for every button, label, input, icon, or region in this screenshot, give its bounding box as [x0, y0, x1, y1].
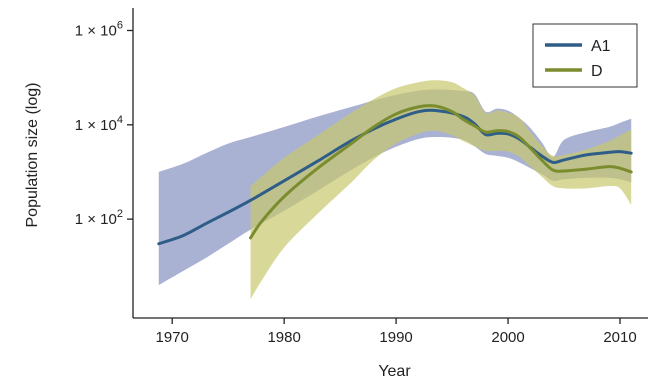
- legend-label-a1: A1: [591, 38, 611, 55]
- legend: A1 D: [532, 23, 638, 88]
- x-axis-label: Year: [378, 363, 411, 380]
- median-lines: [157, 104, 633, 246]
- y-tick-label: 1 × 102: [75, 208, 123, 228]
- y-tick-label: 1 × 106: [75, 19, 123, 39]
- x-tick-label: 1970: [155, 329, 188, 346]
- x-tick-label: 1980: [267, 329, 300, 346]
- x-tick-label: 2010: [603, 329, 636, 346]
- line-a1: [157, 108, 633, 246]
- legend-box: [532, 23, 638, 88]
- x-tick-label: 1990: [379, 329, 412, 346]
- confidence-bands: [158, 80, 632, 300]
- legend-label-d: D: [591, 63, 603, 80]
- x-tick-label: 2000: [491, 329, 524, 346]
- band-d: [250, 80, 632, 300]
- y-tick-label: 1 × 104: [75, 114, 123, 134]
- axes: 1970 1980 1990 2000 2010 1 × 102 1 × 104 1 × 10…: [24, 8, 648, 380]
- y-axis-label: Population size (log): [24, 83, 41, 228]
- line-d: [249, 104, 633, 240]
